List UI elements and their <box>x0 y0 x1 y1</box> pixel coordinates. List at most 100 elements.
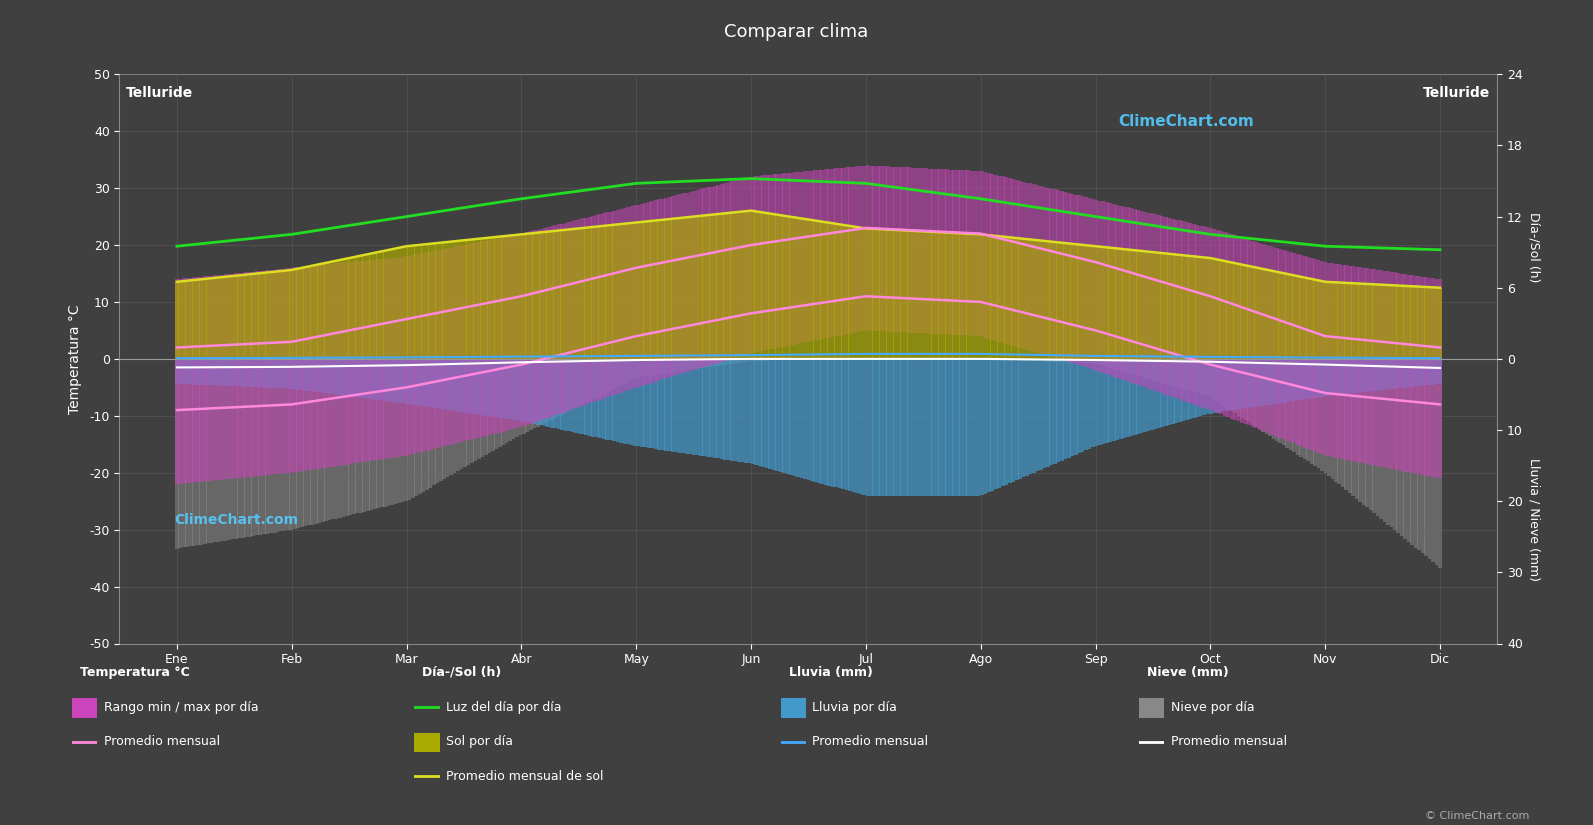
Bar <box>317 264 322 359</box>
Bar <box>782 359 785 361</box>
Bar <box>570 229 575 359</box>
Bar <box>644 222 647 359</box>
Bar <box>962 233 967 359</box>
Bar <box>328 359 331 521</box>
Bar <box>886 167 890 332</box>
Bar <box>452 241 457 359</box>
Bar <box>1039 359 1043 469</box>
Bar <box>1435 359 1438 565</box>
Bar <box>550 359 553 427</box>
Text: ClimeChart.com: ClimeChart.com <box>1118 114 1254 129</box>
Bar <box>962 359 967 496</box>
Bar <box>390 359 393 505</box>
Bar <box>1427 359 1432 559</box>
Bar <box>720 359 723 365</box>
Bar <box>244 359 249 387</box>
Bar <box>838 168 841 336</box>
Bar <box>553 359 558 418</box>
Bar <box>688 359 693 455</box>
Bar <box>1091 359 1094 447</box>
Bar <box>1403 359 1407 539</box>
Bar <box>847 167 852 333</box>
Bar <box>862 166 867 331</box>
Bar <box>443 243 446 359</box>
Bar <box>1303 359 1306 399</box>
Bar <box>658 220 661 359</box>
Bar <box>1233 235 1238 420</box>
Bar <box>785 359 790 474</box>
Bar <box>237 273 241 478</box>
Bar <box>1129 209 1133 383</box>
Bar <box>1295 359 1300 400</box>
Bar <box>696 359 699 455</box>
Bar <box>706 359 710 457</box>
Bar <box>653 359 658 449</box>
Bar <box>699 359 703 368</box>
Bar <box>894 230 897 359</box>
Bar <box>446 242 449 359</box>
Bar <box>1303 359 1306 460</box>
Bar <box>1295 276 1300 359</box>
Bar <box>346 359 349 396</box>
Bar <box>190 359 193 546</box>
Bar <box>809 359 814 360</box>
Bar <box>1268 359 1271 404</box>
Bar <box>532 233 537 359</box>
Text: Lluvia por día: Lluvia por día <box>812 700 897 714</box>
Bar <box>1410 286 1415 359</box>
Bar <box>272 271 276 359</box>
Bar <box>358 261 363 463</box>
Bar <box>411 359 414 497</box>
Bar <box>567 229 570 359</box>
Bar <box>505 236 508 359</box>
Bar <box>567 222 570 411</box>
Bar <box>897 167 900 332</box>
Bar <box>1418 276 1421 474</box>
Bar <box>452 247 457 444</box>
Bar <box>1286 274 1289 359</box>
Bar <box>1300 359 1303 457</box>
Bar <box>553 225 558 416</box>
Bar <box>1338 359 1341 484</box>
Bar <box>1289 359 1292 450</box>
Bar <box>1147 252 1150 359</box>
Bar <box>949 169 953 335</box>
Bar <box>213 359 217 542</box>
Bar <box>182 359 186 548</box>
Bar <box>750 211 755 359</box>
Bar <box>279 269 284 474</box>
Bar <box>1220 359 1223 412</box>
Bar <box>661 199 664 380</box>
Bar <box>438 359 443 409</box>
Bar <box>809 171 814 341</box>
Bar <box>734 212 738 359</box>
Bar <box>1185 256 1188 359</box>
Bar <box>1351 283 1356 359</box>
Bar <box>935 359 938 496</box>
Bar <box>1220 231 1223 414</box>
Bar <box>703 359 706 368</box>
Bar <box>1389 272 1394 469</box>
Bar <box>1327 262 1330 456</box>
Bar <box>796 359 800 360</box>
Bar <box>314 359 317 392</box>
Bar <box>1421 287 1424 359</box>
Bar <box>1064 359 1067 460</box>
Bar <box>1368 269 1373 464</box>
Bar <box>897 359 900 496</box>
Bar <box>564 223 567 412</box>
Bar <box>1085 197 1088 367</box>
Bar <box>650 221 655 359</box>
Bar <box>443 249 446 446</box>
Bar <box>709 214 714 359</box>
Bar <box>255 359 258 387</box>
Bar <box>1015 180 1018 346</box>
Bar <box>1365 359 1368 507</box>
Bar <box>487 240 491 435</box>
Bar <box>335 359 338 394</box>
Bar <box>307 359 311 526</box>
Bar <box>264 271 269 475</box>
Bar <box>591 216 596 403</box>
Bar <box>1115 248 1120 359</box>
Bar <box>279 359 284 531</box>
